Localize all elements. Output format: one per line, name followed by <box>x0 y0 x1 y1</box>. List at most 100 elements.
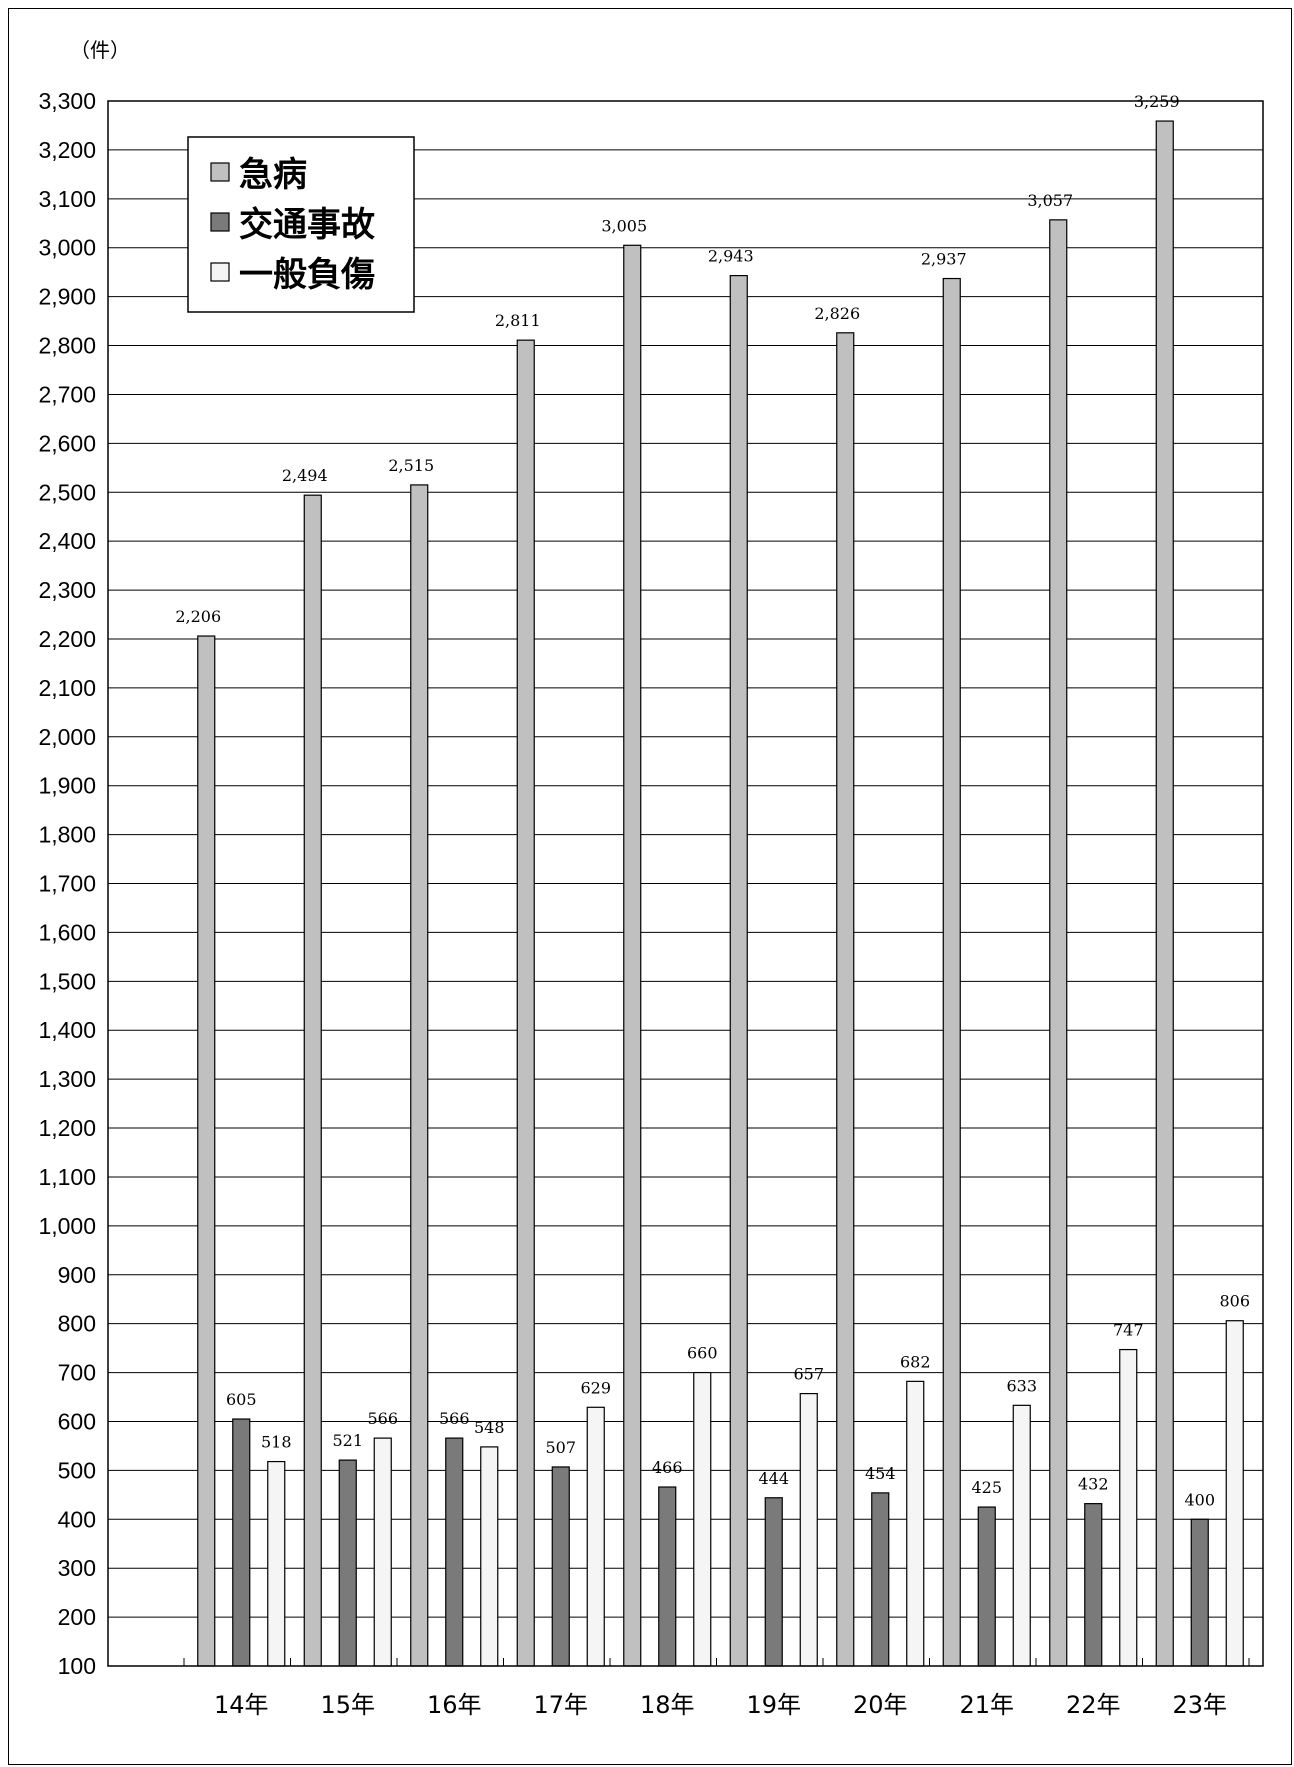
data-label: 566 <box>439 1409 470 1428</box>
x-tick-label: 15年 <box>320 1691 375 1719</box>
data-label: 3,005 <box>601 216 647 235</box>
y-tick-label: 2,100 <box>38 675 96 701</box>
x-tick-label: 14年 <box>214 1691 269 1719</box>
data-label: 444 <box>758 1469 789 1488</box>
bar-kotsu-jiko <box>445 1437 464 1667</box>
bar-kyubyo <box>410 484 429 1667</box>
bar-ippan-fusho <box>1012 1404 1031 1667</box>
bar-kyubyo <box>1049 219 1068 1667</box>
legend-swatch <box>210 212 230 232</box>
data-label: 660 <box>687 1344 718 1363</box>
legend-swatch <box>210 162 230 182</box>
legend-label: 一般負傷 <box>239 255 375 295</box>
y-tick-label: 3,100 <box>38 186 96 212</box>
bar-kotsu-jiko <box>1190 1518 1209 1667</box>
bar-kotsu-jiko <box>764 1497 783 1667</box>
chart-frame <box>8 8 1292 1765</box>
legend-label: 急病 <box>239 155 307 195</box>
plot-area-border <box>107 100 1264 1667</box>
y-tick-label: 1,000 <box>38 1213 96 1239</box>
x-tick-label: 17年 <box>533 1691 588 1719</box>
data-label: 518 <box>261 1433 292 1452</box>
data-label: 747 <box>1113 1321 1144 1340</box>
y-tick-label: 800 <box>58 1311 96 1337</box>
data-label: 425 <box>971 1478 1002 1497</box>
bar-kyubyo <box>1155 120 1174 1667</box>
y-tick-label: 600 <box>58 1408 96 1434</box>
x-tick-label: 23年 <box>1172 1691 1227 1719</box>
y-tick-label: 2,800 <box>38 333 96 359</box>
data-label: 400 <box>1184 1490 1215 1509</box>
bar-ippan-fusho <box>799 1392 818 1667</box>
y-tick-label: 1,400 <box>38 1017 96 1043</box>
y-tick-label: 2,300 <box>38 577 96 603</box>
data-label: 2,826 <box>814 304 860 323</box>
y-tick-label: 2,700 <box>38 381 96 407</box>
y-tick-label: 900 <box>58 1262 96 1288</box>
bar-kyubyo <box>303 494 322 1667</box>
data-label: 521 <box>332 1431 363 1450</box>
data-label: 566 <box>367 1409 398 1428</box>
x-axis-ticks: 14年 15年 16年 17年 18年 19年 20年 21年 22年 23年 <box>183 1658 1250 1719</box>
data-label: 432 <box>1078 1475 1109 1494</box>
bar-ippan-fusho <box>373 1437 392 1667</box>
bar-kotsu-jiko <box>658 1486 677 1667</box>
data-label: 454 <box>865 1464 896 1483</box>
bar-ippan-fusho <box>906 1380 925 1667</box>
data-label: 657 <box>793 1365 824 1384</box>
bar-kotsu-jiko <box>232 1418 251 1667</box>
data-label: 2,943 <box>708 247 754 266</box>
bar-kyubyo <box>942 277 961 1667</box>
y-tick-label: 300 <box>58 1555 96 1581</box>
x-tick-label: 19年 <box>746 1691 801 1719</box>
bar-kyubyo <box>623 244 642 1667</box>
bar-ippan-fusho <box>693 1371 712 1667</box>
y-tick-label: 1,100 <box>38 1164 96 1190</box>
bar-kotsu-jiko <box>551 1466 570 1667</box>
bar-ippan-fusho <box>1119 1348 1138 1667</box>
y-tick-label: 2,500 <box>38 479 96 505</box>
data-label: 2,811 <box>495 311 541 330</box>
legend-label: 交通事故 <box>239 205 375 245</box>
data-label: 3,057 <box>1027 191 1073 210</box>
y-tick-label: 1,600 <box>38 919 96 945</box>
bar-ippan-fusho <box>267 1460 286 1667</box>
bar-kotsu-jiko <box>338 1459 357 1667</box>
legend-swatch <box>210 262 230 282</box>
y-tick-label: 1,700 <box>38 871 96 897</box>
y-tick-label: 200 <box>58 1604 96 1630</box>
x-tick-label: 21年 <box>959 1691 1014 1719</box>
y-tick-label: 2,200 <box>38 626 96 652</box>
x-tick-label: 20年 <box>853 1691 908 1719</box>
bar-kyubyo <box>729 274 748 1667</box>
bar-kyubyo <box>197 635 216 1667</box>
data-label: 548 <box>474 1418 505 1437</box>
gridlines <box>108 100 1263 1667</box>
y-tick-label: 3,000 <box>38 235 96 261</box>
data-label: 682 <box>900 1352 931 1371</box>
y-tick-label: 2,900 <box>38 284 96 310</box>
data-label: 466 <box>652 1458 683 1477</box>
y-tick-label: 700 <box>58 1360 96 1386</box>
data-label: 2,206 <box>175 607 221 626</box>
x-tick-label: 18年 <box>640 1691 695 1719</box>
y-axis-ticks: 100 200 300 400 500 600 700 800 900 1,000 1,100 1,2… <box>38 88 96 1679</box>
x-tick-label: 22年 <box>1066 1691 1121 1719</box>
y-tick-label: 3,200 <box>38 137 96 163</box>
y-tick-label: 1,300 <box>38 1066 96 1092</box>
data-label: 806 <box>1219 1292 1250 1311</box>
bar-kotsu-jiko <box>1084 1503 1103 1667</box>
data-label: 629 <box>580 1378 611 1397</box>
y-tick-label: 1,900 <box>38 773 96 799</box>
y-tick-label: 2,600 <box>38 430 96 456</box>
y-tick-label: 1,200 <box>38 1115 96 1141</box>
data-label: 633 <box>1006 1376 1037 1395</box>
bar-kyubyo <box>836 332 855 1667</box>
y-tick-label: 2,000 <box>38 724 96 750</box>
y-unit-label: （件） <box>70 38 130 62</box>
x-tick-label: 16年 <box>427 1691 482 1719</box>
bar-ippan-fusho <box>586 1406 605 1667</box>
